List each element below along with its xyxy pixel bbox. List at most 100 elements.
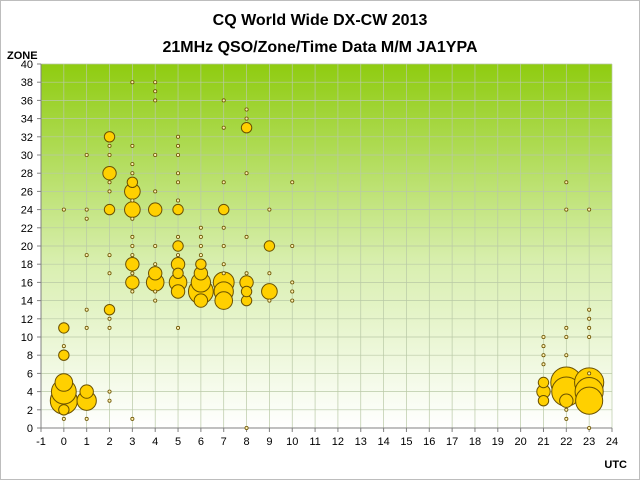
y-tick-label: 40 (21, 59, 33, 71)
data-point (153, 189, 158, 194)
data-point (564, 416, 569, 421)
x-tick-label: -1 (36, 436, 46, 448)
y-tick-label: 0 (27, 423, 33, 435)
data-point (176, 198, 181, 203)
data-point (221, 180, 226, 185)
data-point (130, 216, 135, 221)
data-point (537, 376, 550, 389)
data-point (559, 393, 574, 408)
data-point (130, 162, 135, 167)
data-point (170, 284, 186, 299)
data-point (244, 271, 249, 276)
data-point (102, 166, 117, 181)
x-tick-label: 4 (152, 436, 158, 448)
x-tick-label: 19 (492, 436, 504, 448)
data-point (79, 384, 94, 399)
data-point (244, 234, 249, 239)
x-tick-label: 22 (560, 436, 572, 448)
x-tick-label: 17 (446, 436, 458, 448)
x-tick-label: 7 (221, 436, 227, 448)
x-axis-title: UTC (604, 459, 627, 471)
data-point (176, 134, 181, 139)
data-point (564, 334, 569, 339)
x-tick-label: 14 (377, 436, 389, 448)
data-point (587, 325, 592, 330)
data-point (84, 207, 89, 212)
data-point (221, 98, 226, 103)
y-tick-label: 32 (21, 132, 33, 144)
data-point (84, 416, 89, 421)
x-tick-label: 21 (537, 436, 549, 448)
data-point (107, 389, 112, 394)
data-point (172, 267, 184, 280)
data-point (564, 180, 569, 185)
data-point (107, 180, 112, 185)
data-point (103, 131, 116, 143)
data-point (172, 240, 184, 252)
data-point (84, 152, 89, 157)
x-tick-label: 10 (286, 436, 298, 448)
data-point (130, 253, 135, 258)
data-point (58, 322, 70, 334)
data-point (267, 298, 272, 303)
x-tick-label: 23 (583, 436, 595, 448)
data-point (58, 404, 70, 416)
x-tick-label: 2 (106, 436, 112, 448)
y-tick-label: 28 (21, 168, 33, 180)
x-tick-label: 1 (84, 436, 90, 448)
data-point (587, 307, 592, 312)
data-point (587, 207, 592, 212)
y-tick-label: 14 (21, 296, 33, 308)
x-tick-label: 18 (469, 436, 481, 448)
data-point (153, 98, 158, 103)
data-point (261, 283, 278, 300)
y-tick-label: 10 (21, 332, 33, 344)
y-axis-title: ZONE (7, 50, 38, 62)
data-point (130, 416, 135, 421)
data-point (198, 243, 203, 248)
x-tick-label: 12 (332, 436, 344, 448)
data-point (290, 243, 295, 248)
data-point (221, 262, 226, 267)
data-point (214, 291, 234, 310)
data-point (84, 325, 89, 330)
data-point (130, 198, 135, 203)
data-point (176, 143, 181, 148)
y-tick-label: 18 (21, 259, 33, 271)
data-point (176, 171, 181, 176)
y-tick-label: 24 (21, 205, 33, 217)
gridlines (40, 63, 613, 429)
data-point (244, 107, 249, 112)
data-point (107, 271, 112, 276)
x-tick-label: 24 (606, 436, 618, 448)
data-point (153, 289, 158, 294)
data-point (54, 373, 74, 392)
data-point (290, 280, 295, 285)
data-point (176, 325, 181, 330)
data-point (587, 334, 592, 339)
data-point (221, 243, 226, 248)
data-point (587, 425, 592, 430)
data-point (537, 394, 550, 407)
data-point (126, 176, 139, 189)
x-tick-label: 13 (355, 436, 367, 448)
y-tick-label: 16 (21, 277, 33, 289)
x-tick-label: 15 (400, 436, 412, 448)
data-point (290, 298, 295, 303)
y-tick-label: 36 (21, 95, 33, 107)
x-tick-labels: -1 0 1 2 3 4 5 6 7 8 9 10 11 12 13 14 15 16 17 18 19 20 21 22 23… (36, 436, 618, 448)
data-point (541, 344, 546, 349)
chart-title: CQ World Wide DX-CW 2013 (213, 12, 428, 29)
data-point (221, 125, 226, 130)
y-tick-label: 2 (27, 405, 33, 417)
data-point (130, 171, 135, 176)
data-point (587, 316, 592, 321)
data-point (541, 362, 546, 367)
data-point (290, 180, 295, 185)
data-point (244, 116, 249, 121)
y-tick-label: 8 (27, 350, 33, 362)
x-tick-label: 16 (423, 436, 435, 448)
data-point (84, 307, 89, 312)
data-point (148, 266, 163, 281)
